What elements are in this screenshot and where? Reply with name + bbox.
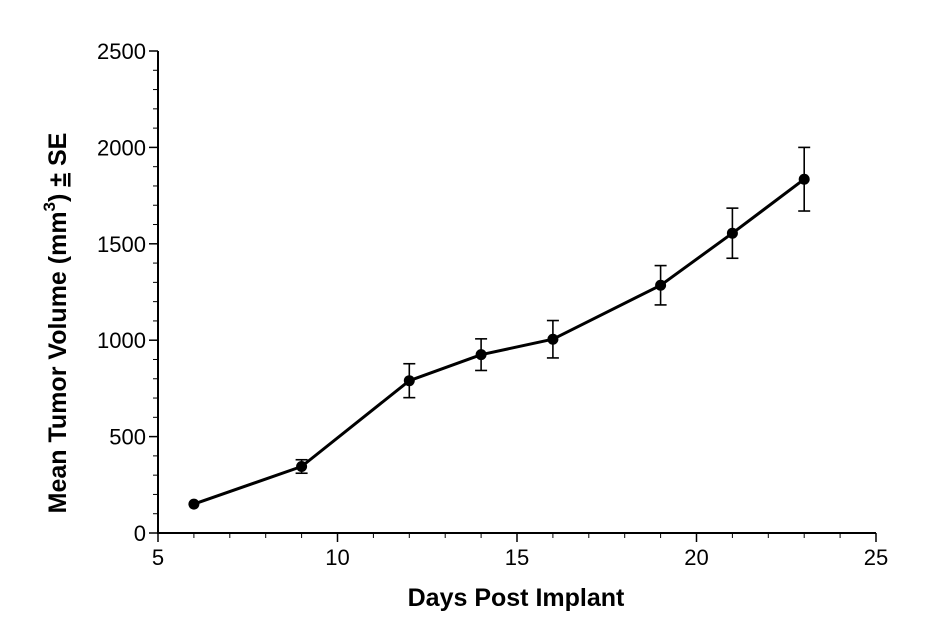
data-point	[475, 349, 487, 361]
data-point	[403, 375, 415, 387]
y-axis-title-plus-minus: ±	[44, 173, 72, 187]
data-point	[798, 173, 810, 185]
error-bars	[295, 146, 811, 475]
data-point	[296, 460, 308, 472]
y-axis-title-tail: SE	[44, 133, 72, 173]
y-tick-label: 2500	[97, 39, 146, 64]
y-axis-title-main: Mean Tumor Volume (mm	[44, 211, 72, 513]
ticks	[149, 50, 877, 542]
y-tick-label: 0	[134, 521, 146, 546]
series-line	[193, 178, 806, 506]
x-tick-label: 5	[152, 545, 164, 570]
axes	[157, 51, 876, 534]
data-points	[188, 173, 810, 510]
x-tick-label: 20	[684, 545, 708, 570]
x-axis-title: Days Post Implant	[408, 584, 625, 612]
y-tick-label: 1500	[97, 232, 146, 257]
y-tick-label: 2000	[97, 135, 146, 160]
x-tick-label: 25	[864, 545, 888, 570]
data-point	[726, 227, 738, 239]
y-axis-title-superscript: 3	[40, 202, 59, 211]
y-tick-label: 500	[109, 425, 146, 450]
x-tick-label: 10	[325, 545, 349, 570]
data-point	[655, 279, 667, 291]
tick-labels: 0 500 1000 1500 2000 2500 5 10 15 20 25	[97, 39, 888, 570]
series-line-path	[193, 178, 806, 506]
data-point	[188, 498, 200, 510]
data-point	[547, 333, 559, 345]
y-axis-title-close: )	[44, 187, 72, 202]
y-tick-label: 1000	[97, 328, 146, 353]
y-axis-title: Mean Tumor Volume (mm3) ± SE	[40, 133, 72, 514]
x-tick-label: 15	[505, 545, 529, 570]
